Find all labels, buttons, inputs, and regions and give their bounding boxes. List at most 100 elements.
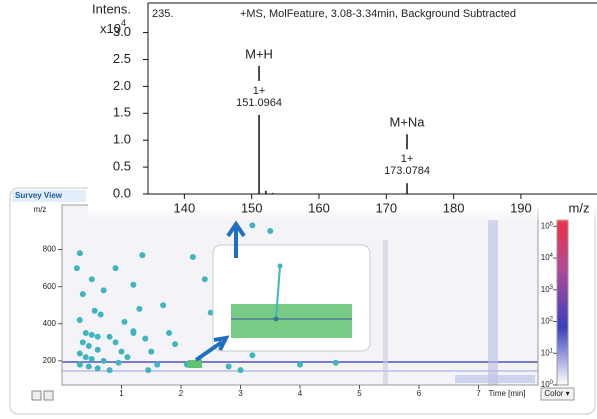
colorbar-exp: 2 xyxy=(550,316,554,322)
feature-dot xyxy=(225,363,232,370)
colorbar-exp: 4 xyxy=(550,253,554,259)
y-tick-label: 600 xyxy=(43,282,57,291)
x-tick-label: 6 xyxy=(417,389,422,398)
feature-dot xyxy=(172,341,179,348)
feature-dot xyxy=(148,348,155,355)
inset-dot xyxy=(273,316,279,322)
colorbar-base: 10 xyxy=(541,221,550,230)
feature-dot xyxy=(76,350,83,357)
feature-dot xyxy=(145,367,152,374)
colorbar-exp: 5 xyxy=(550,221,554,227)
colorbar-exp: 0 xyxy=(550,380,554,386)
x-tick-label: 7 xyxy=(476,389,481,398)
colorbar-exp: 3 xyxy=(550,284,554,290)
feature-highlight xyxy=(188,360,202,368)
colorbar-base: 10 xyxy=(541,285,550,294)
y-tick-label: 800 xyxy=(43,245,57,254)
colorbar-label: 100 xyxy=(541,380,554,390)
y-tick-label: 400 xyxy=(43,319,57,328)
feature-dot xyxy=(94,346,101,353)
colorbar-base: 10 xyxy=(541,317,550,326)
y-tick-label: 0.5 xyxy=(113,159,131,174)
y-tick-label: 1.5 xyxy=(113,105,131,120)
y-scale-exp: 4 xyxy=(121,18,126,28)
feature-dot xyxy=(207,309,214,316)
tab xyxy=(12,190,86,202)
feature-dot xyxy=(201,276,208,283)
feature-dot xyxy=(154,361,161,368)
feature-dot xyxy=(85,363,92,370)
inset-feature xyxy=(275,265,281,320)
feature-dot xyxy=(106,333,113,340)
feature-dot xyxy=(94,333,101,340)
color-button-label[interactable]: Color ▾ xyxy=(544,389,569,398)
x-tick-label: 3 xyxy=(238,389,243,398)
colorbar-base: 10 xyxy=(541,348,550,357)
feature-dot xyxy=(160,302,167,309)
inset-highlight xyxy=(231,304,352,338)
feature-dot xyxy=(130,281,137,288)
corner-label: 235. xyxy=(152,8,173,20)
feature-dot xyxy=(76,250,83,257)
feature-dot xyxy=(139,252,146,259)
x-tick-label: 1 xyxy=(119,389,124,398)
colorbar xyxy=(556,219,569,386)
feature-dot xyxy=(100,287,107,294)
feature-dot xyxy=(267,227,274,234)
x-axis-label: m/z xyxy=(569,200,590,215)
feature-dot xyxy=(100,357,107,364)
x-tick-label: 2 xyxy=(179,389,184,398)
peak-mz: 151.0964 xyxy=(236,97,282,109)
x-tick-label: 4 xyxy=(298,389,303,398)
x-axis-label: Time [min] xyxy=(488,389,525,398)
y-tick-label: 2.0 xyxy=(113,78,131,93)
y-tick-label: 3.0 xyxy=(113,24,131,39)
peak-mz: 173.0784 xyxy=(384,165,430,177)
peak-ion: M+Na xyxy=(389,115,425,130)
arrow xyxy=(194,335,230,362)
feature-dot xyxy=(112,265,119,272)
inset-dot xyxy=(277,263,283,269)
arrow xyxy=(226,220,246,258)
colorbar-label: 101 xyxy=(541,348,554,358)
heatmap-streak xyxy=(488,220,498,385)
feature-dot xyxy=(130,330,137,337)
feature-dot xyxy=(166,330,173,337)
feature-dot xyxy=(332,359,339,366)
y-tick-label: 2.5 xyxy=(113,51,131,66)
colorbar-base: 10 xyxy=(541,253,550,262)
spectrum-bg xyxy=(88,0,597,205)
feature-dot xyxy=(112,339,119,346)
feature-dot xyxy=(91,307,98,314)
colorbar-base: 10 xyxy=(541,380,550,389)
panel-title: Survey View xyxy=(15,191,63,200)
peak-charge: 1+ xyxy=(401,153,414,165)
y-tick-label: 1.0 xyxy=(113,132,131,147)
feature-dot xyxy=(142,335,149,342)
y-axis-label: Intens. xyxy=(92,1,131,16)
feature-dot xyxy=(94,365,101,372)
feature-dot xyxy=(249,222,256,229)
feature-dot xyxy=(249,352,256,359)
chart-title: +MS, MolFeature, 3.08-3.34min, Backgroun… xyxy=(240,8,516,20)
peak-ion: M+H xyxy=(245,46,273,61)
x-tick-label: 5 xyxy=(357,389,362,398)
feature-dot xyxy=(97,311,104,318)
heatmap-streak xyxy=(383,240,388,385)
colorbar-label: 102 xyxy=(541,316,554,326)
x-tick-label: 150 xyxy=(241,200,263,215)
x-tick-label: 170 xyxy=(375,200,397,215)
colorbar-exp: 1 xyxy=(550,348,554,354)
zoom-y-button[interactable] xyxy=(31,390,42,401)
feature-dot xyxy=(73,265,80,272)
colorbar-label: 103 xyxy=(541,284,554,294)
feature-dot xyxy=(121,318,128,325)
color-button[interactable] xyxy=(540,387,575,401)
zoom-x-button[interactable] xyxy=(43,390,54,401)
x-tick-label: 190 xyxy=(510,200,532,215)
y-tick-label: 200 xyxy=(43,356,57,365)
x-tick-label: 160 xyxy=(308,200,330,215)
spectrum-panel: Intens. x104 235. +MS, MolFeature, 3.08-… xyxy=(88,0,597,223)
feature-dot xyxy=(189,253,196,260)
heatmap-streak xyxy=(455,375,535,383)
